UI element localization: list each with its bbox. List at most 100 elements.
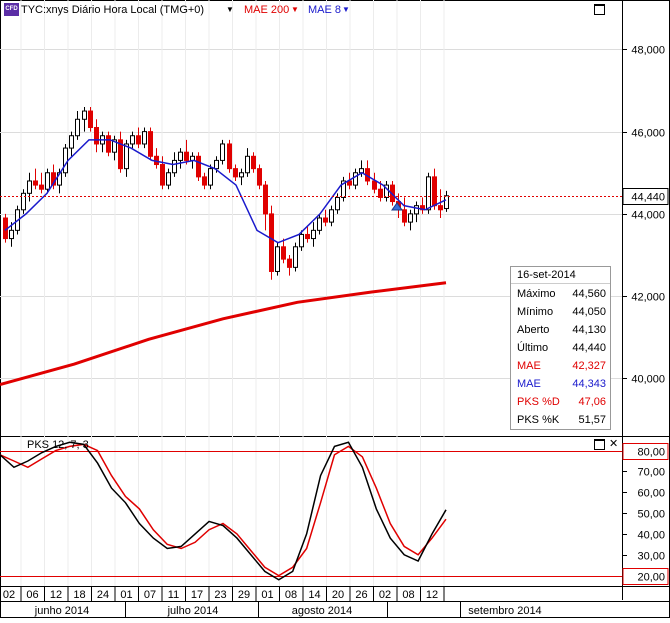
osc-tick-label: 70,00: [637, 467, 665, 479]
osc-tick-label: 80,00: [637, 447, 665, 459]
candle-body: [432, 176, 437, 207]
date-tick-label: 12: [50, 589, 62, 601]
candle-body: [275, 246, 280, 272]
candle-body: [227, 143, 232, 170]
candle-body: [166, 172, 171, 186]
close-oscillator-icon[interactable]: ✕: [609, 438, 619, 450]
pks-k-line: [0, 441, 447, 581]
info-value: 44,440: [572, 342, 606, 354]
info-row: PKS %K 51,57: [517, 411, 606, 429]
osc-tick-label: 50,00: [637, 509, 665, 521]
mae200-dropdown-icon[interactable]: ▼: [291, 5, 299, 14]
info-row: MAE 42,327: [517, 357, 606, 375]
maximize-oscillator-pane-icon[interactable]: [594, 439, 605, 450]
candle-body: [239, 172, 244, 178]
mae8-label[interactable]: MAE 8: [308, 4, 342, 16]
info-label: PKS %D: [517, 396, 560, 408]
date-tick-label: 07: [144, 589, 156, 601]
info-label: PKS %K: [517, 414, 560, 426]
candle-body: [69, 135, 74, 149]
candle-body: [214, 159, 219, 170]
info-value: 42,327: [572, 360, 606, 372]
candle-body: [196, 155, 201, 178]
date-tick-label: 26: [355, 589, 367, 601]
osc-tick-label: 60,00: [637, 488, 665, 500]
mae200-label[interactable]: MAE 200: [244, 4, 290, 16]
date-tick-label: 18: [73, 589, 85, 601]
candle-body: [130, 135, 135, 145]
candle-body: [293, 246, 298, 268]
info-row: MAE 44,343: [517, 375, 606, 393]
price-tick-label: 48,000: [631, 45, 665, 57]
candle-body: [402, 209, 407, 223]
candle-body: [245, 155, 250, 174]
mae8-line: [4, 139, 447, 244]
candle-body: [287, 258, 292, 268]
date-tick-label: 08: [285, 589, 297, 601]
candle-body: [106, 135, 111, 153]
candle-body: [372, 180, 377, 190]
alert-marker-icon: [391, 202, 403, 211]
candle-body: [88, 110, 93, 129]
month-label: setembro 2014: [468, 605, 541, 617]
info-label: MAE: [517, 378, 541, 390]
date-tick-label: 01: [120, 589, 132, 601]
pks-d-line: [0, 443, 447, 577]
mae8-dropdown-icon[interactable]: ▼: [342, 5, 350, 14]
info-value: 44,343: [572, 378, 606, 390]
info-value: 44,130: [572, 324, 606, 336]
month-label: julho 2014: [167, 605, 219, 617]
candle-body: [172, 159, 177, 174]
candle-body: [359, 168, 364, 174]
month-label: agosto 2014: [292, 605, 353, 617]
candle-body: [329, 209, 334, 223]
candle-body: [45, 172, 50, 190]
info-date: 16-set-2014: [511, 267, 610, 284]
osc-tick-label: 40,00: [637, 530, 665, 542]
price-tick-label: 46,000: [631, 128, 665, 140]
last-price-box: [622, 188, 669, 205]
date-tick-label: 24: [97, 589, 109, 601]
info-value: 44,560: [572, 288, 606, 300]
date-tick-label: 20: [332, 589, 344, 601]
date-tick-label: 29: [238, 589, 250, 601]
candle-body: [408, 213, 413, 223]
date-tick-label: 01: [261, 589, 273, 601]
maximize-price-pane-icon[interactable]: [594, 4, 605, 15]
candle-body: [311, 229, 316, 240]
symbol-label[interactable]: TYC:xnys Diário Hora Local (TMG+0): [21, 4, 205, 16]
candle-body: [269, 213, 274, 272]
candle-body: [444, 195, 449, 210]
date-tick-label: 17: [191, 589, 203, 601]
date-tick-label: 02: [379, 589, 391, 601]
info-row: Mínimo 44,050: [517, 303, 606, 321]
osc-tick-label: 30,00: [637, 551, 665, 563]
candle-body: [305, 233, 310, 240]
candle-body: [426, 176, 431, 211]
date-tick-label: 11: [168, 589, 179, 601]
symbol-dropdown-icon[interactable]: ▼: [226, 5, 234, 14]
info-row: PKS %D 47,06: [517, 393, 606, 411]
candle-body: [142, 131, 147, 145]
candle-body: [347, 180, 352, 186]
oscillator-title[interactable]: PKS 12, 7, 3: [27, 439, 89, 451]
candle-body: [341, 180, 346, 198]
candle-body: [75, 118, 80, 137]
candle-body: [112, 139, 117, 153]
candle-body: [414, 205, 419, 215]
candle-body: [136, 135, 141, 145]
candle-body: [281, 246, 286, 260]
info-panel: 16-set-2014 Máximo 44,560 Mínimo 44,050 Ab…: [510, 266, 611, 430]
info-value: 44,050: [572, 306, 606, 318]
candle-body: [82, 110, 87, 120]
candle-body: [94, 127, 99, 145]
candle-body: [208, 168, 213, 186]
candle-body: [202, 176, 207, 186]
candle-body: [378, 188, 383, 198]
candle-body: [353, 172, 358, 186]
info-row: Aberto 44,130: [517, 321, 606, 339]
info-label: Último: [517, 342, 549, 354]
candle-body: [21, 192, 26, 211]
